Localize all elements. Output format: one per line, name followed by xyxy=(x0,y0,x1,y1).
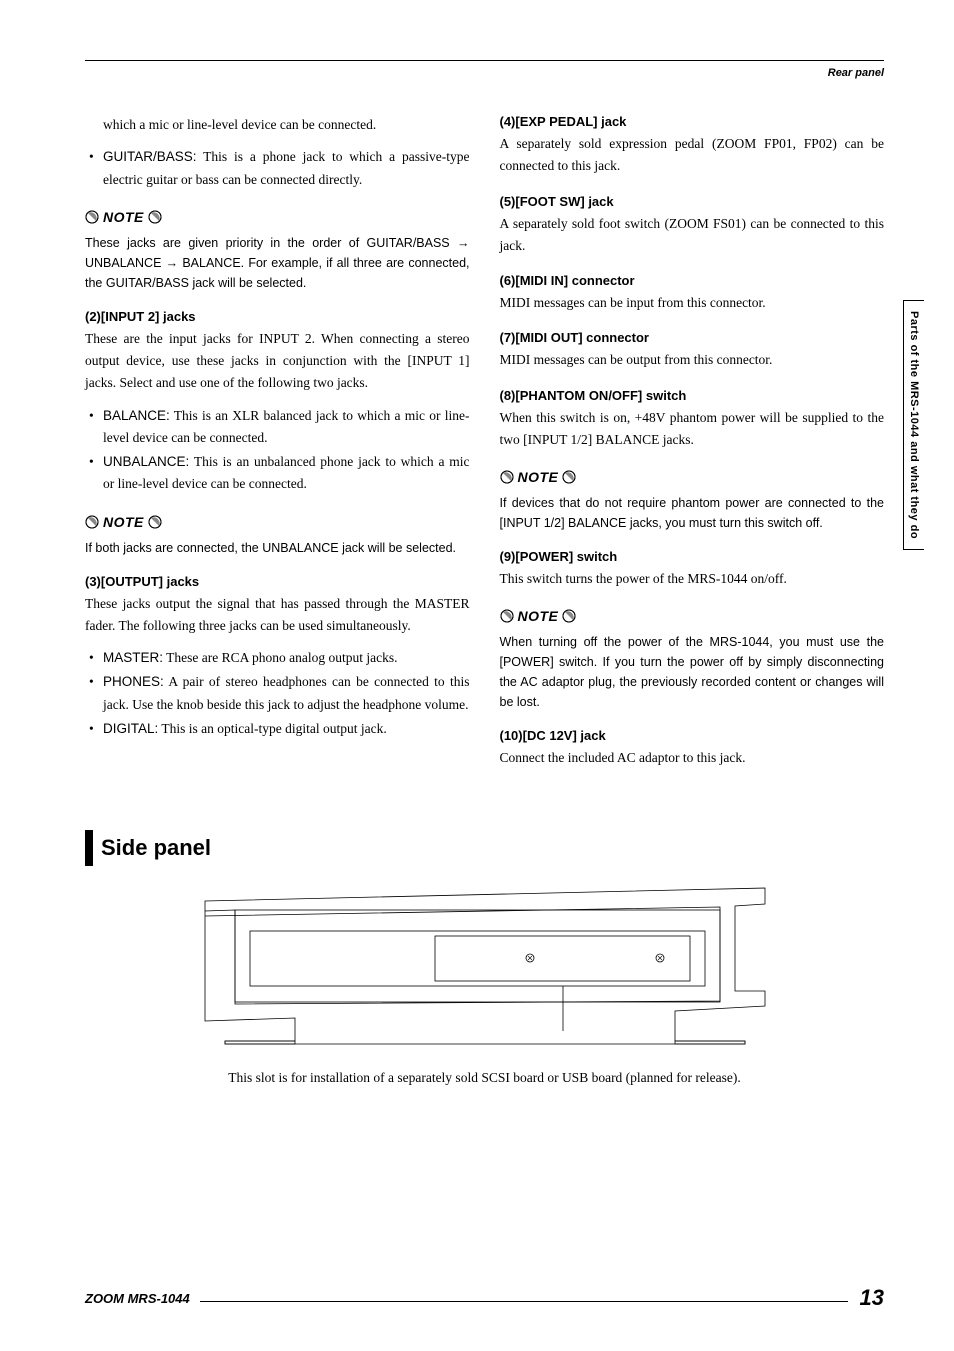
item-7-num: (7) xyxy=(500,330,516,345)
item-10-title: [DC 12V] jack xyxy=(523,728,606,743)
note-circle-icon xyxy=(85,515,99,529)
note-circle-icon xyxy=(85,210,99,224)
item-3-title: [OUTPUT] jacks xyxy=(101,574,199,589)
item-9-title: [POWER] switch xyxy=(515,549,617,564)
note-circle-icon xyxy=(562,609,576,623)
master-text: These are RCA phono analog output jacks. xyxy=(163,650,397,665)
item-10-head: (10)[DC 12V] jack xyxy=(500,728,885,743)
guitar-bass-list: GUITAR/BASS: This is a phone jack to whi… xyxy=(85,146,470,191)
item-10-num: (10) xyxy=(500,728,523,743)
item-2-title: [INPUT 2] jacks xyxy=(101,309,196,324)
side-panel-svg xyxy=(175,886,795,1046)
item-10-body: Connect the included AC adaptor to this … xyxy=(500,747,885,769)
item-5-num: (5) xyxy=(500,194,516,209)
item-2-num: (2) xyxy=(85,309,101,324)
item-3-head: (3)[OUTPUT] jacks xyxy=(85,574,470,589)
item-8-body: When this switch is on, +48V phantom pow… xyxy=(500,407,885,452)
footer-page: 13 xyxy=(848,1285,884,1311)
item-9-num: (9) xyxy=(500,549,516,564)
item-8-head: (8)[PHANTOM ON/OFF] switch xyxy=(500,388,885,403)
guitar-bass-label: GUITAR/BASS: xyxy=(103,149,197,164)
note-label-1: NOTE xyxy=(103,209,144,225)
note-circle-icon xyxy=(148,210,162,224)
unbalance-label: UNBALANCE: xyxy=(103,454,189,469)
section-bar-icon xyxy=(85,830,93,866)
note-circle-icon xyxy=(562,470,576,484)
phones-item: PHONES: A pair of stereo headphones can … xyxy=(85,671,470,716)
item-3-num: (3) xyxy=(85,574,101,589)
input2-list: BALANCE: This is an XLR balanced jack to… xyxy=(85,405,470,496)
item-7-body: MIDI messages can be output from this co… xyxy=(500,349,885,371)
item-6-body: MIDI messages can be input from this con… xyxy=(500,292,885,314)
master-label: MASTER: xyxy=(103,650,163,665)
note-badge-4: NOTE xyxy=(500,608,885,624)
item-4-body: A separately sold expression pedal (ZOOM… xyxy=(500,133,885,178)
footer-product: ZOOM MRS-1044 xyxy=(85,1291,200,1306)
item-4-head: (4)[EXP PEDAL] jack xyxy=(500,114,885,129)
side-panel-head: Side panel xyxy=(85,830,884,866)
diagram-caption: This slot is for installation of a separ… xyxy=(85,1070,884,1086)
master-item: MASTER: These are RCA phono analog outpu… xyxy=(85,647,470,669)
output-list: MASTER: These are RCA phono analog outpu… xyxy=(85,647,470,740)
side-panel-diagram: This slot is for installation of a separ… xyxy=(85,886,884,1086)
item-6-head: (6)[MIDI IN] connector xyxy=(500,273,885,288)
note-1-body: These jacks are given priority in the or… xyxy=(85,233,470,293)
item-7-title: [MIDI OUT] connector xyxy=(515,330,649,345)
header-rule xyxy=(85,60,884,61)
content-columns: which a mic or line-level device can be … xyxy=(85,114,884,780)
item-6-title: [MIDI IN] connector xyxy=(515,273,634,288)
side-panel-title: Side panel xyxy=(101,835,211,861)
note-circle-icon xyxy=(500,609,514,623)
digital-text: This is an optical-type digital output j… xyxy=(158,721,386,736)
note-label-4: NOTE xyxy=(518,608,559,624)
digital-item: DIGITAL: This is an optical-type digital… xyxy=(85,718,470,740)
note-2-body: If both jacks are connected, the UNBALAN… xyxy=(85,538,470,558)
item-6-num: (6) xyxy=(500,273,516,288)
item-4-title: [EXP PEDAL] jack xyxy=(515,114,626,129)
unbalance-item: UNBALANCE: This is an unbalanced phone j… xyxy=(85,451,470,496)
item-5-head: (5)[FOOT SW] jack xyxy=(500,194,885,209)
side-tab: Parts of the MRS-1044 and what they do xyxy=(903,300,924,550)
balance-label: BALANCE: xyxy=(103,408,170,423)
left-column: which a mic or line-level device can be … xyxy=(85,114,470,780)
phones-label: PHONES: xyxy=(103,674,164,689)
digital-label: DIGITAL: xyxy=(103,721,158,736)
item-9-head: (9)[POWER] switch xyxy=(500,549,885,564)
item-4-num: (4) xyxy=(500,114,516,129)
item-8-num: (8) xyxy=(500,388,516,403)
item-9-body: This switch turns the power of the MRS-1… xyxy=(500,568,885,590)
note-circle-icon xyxy=(148,515,162,529)
note-label-3: NOTE xyxy=(518,469,559,485)
item-8-title: [PHANTOM ON/OFF] switch xyxy=(515,388,686,403)
note-4-body: When turning off the power of the MRS-10… xyxy=(500,632,885,712)
footer: ZOOM MRS-1044 13 xyxy=(85,1285,884,1311)
item-3-body: These jacks output the signal that has p… xyxy=(85,593,470,638)
note-3-body: If devices that do not require phantom p… xyxy=(500,493,885,533)
item-2-head: (2)[INPUT 2] jacks xyxy=(85,309,470,324)
guitar-bass-item: GUITAR/BASS: This is a phone jack to whi… xyxy=(85,146,470,191)
note-label-2: NOTE xyxy=(103,514,144,530)
note-badge-1: NOTE xyxy=(85,209,470,225)
right-column: (4)[EXP PEDAL] jack A separately sold ex… xyxy=(500,114,885,780)
note-badge-2: NOTE xyxy=(85,514,470,530)
item-5-body: A separately sold foot switch (ZOOM FS01… xyxy=(500,213,885,258)
item-5-title: [FOOT SW] jack xyxy=(515,194,613,209)
item-7-head: (7)[MIDI OUT] connector xyxy=(500,330,885,345)
balance-item: BALANCE: This is an XLR balanced jack to… xyxy=(85,405,470,450)
header-section: Rear panel xyxy=(85,67,884,79)
note-circle-icon xyxy=(500,470,514,484)
footer-rule xyxy=(200,1301,848,1302)
intro-tail: which a mic or line-level device can be … xyxy=(85,114,470,136)
item-2-body: These are the input jacks for INPUT 2. W… xyxy=(85,328,470,395)
note-badge-3: NOTE xyxy=(500,469,885,485)
